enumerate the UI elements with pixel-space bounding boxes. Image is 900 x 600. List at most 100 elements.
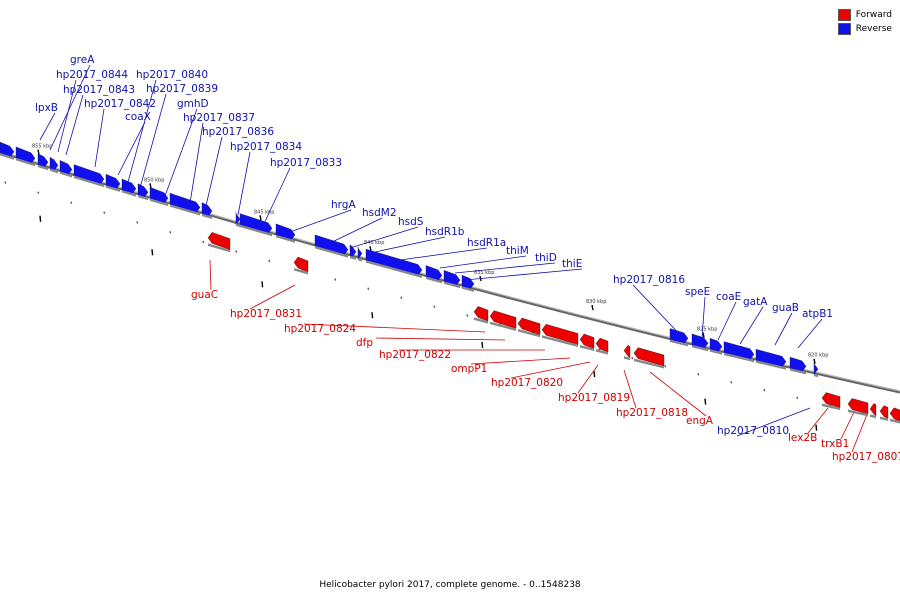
gene-arrow-shadow [462, 286, 474, 292]
forward-leader-line [303, 323, 486, 333]
gene-arrow-shadow [848, 409, 868, 417]
reverse-leader-line [739, 306, 764, 345]
kbp-tick-label: 850 kbp [144, 177, 164, 183]
legend-forward-label: Forward [855, 10, 892, 20]
minor-tick [466, 314, 469, 317]
gene-arrow-shadow [724, 352, 754, 363]
gene-arrow-shadow [596, 349, 608, 355]
reverse-leader-line [57, 79, 77, 153]
gene-arrow-shadow [294, 267, 308, 275]
gene-arrow-shadow [880, 416, 888, 421]
reverse-leader-line [237, 151, 251, 216]
kbp-tick [37, 149, 40, 155]
gene-arrow-shadow [138, 194, 148, 201]
gene-arrow-layer [0, 141, 900, 424]
reverse-leader-line [139, 93, 167, 189]
forward-gene-arrow [889, 407, 900, 422]
gene-arrow-shadow [38, 164, 48, 171]
forward-gene-label: lex2B [788, 432, 817, 444]
gene-arrow-shadow [518, 328, 540, 338]
reverse-gene-arrow [235, 212, 241, 226]
reverse-leader-line [464, 268, 583, 281]
major-tick-below [261, 281, 264, 288]
forward-gene-arrow [517, 317, 541, 335]
gene-arrow-shadow [624, 356, 630, 361]
forward-gene-label: dfp [356, 337, 373, 349]
reverse-gene-arrow [37, 153, 49, 168]
gene-arrow-shadow [208, 243, 230, 253]
kbp-tick-label: 840 kbp [364, 240, 384, 246]
kbp-tick-label: 845 kbp [254, 209, 274, 215]
reverse-gene-label: thiE [562, 258, 582, 270]
reverse-gene-arrow [461, 274, 475, 290]
forward-gene-arrow [633, 347, 665, 367]
gene-arrow-shadow [240, 224, 272, 237]
gene-arrow-shadow [710, 349, 722, 355]
forward-gene-arrow [869, 403, 877, 417]
reverse-gene-label: gatA [743, 296, 768, 308]
gene-arrow-shadow [814, 373, 818, 378]
reverse-gene-arrow [169, 192, 201, 214]
reverse-gene-label: hsdM2 [362, 207, 397, 219]
forward-gene-label: ompP1 [451, 363, 487, 375]
kbp-tick-label: 835 kbp [474, 270, 494, 276]
reverse-gene-arrow [425, 265, 443, 282]
forward-leader-line [510, 361, 591, 379]
forward-leader-line [851, 411, 869, 453]
gene-arrow-shadow [276, 234, 295, 243]
minor-tick [697, 373, 700, 376]
reverse-gene-arrow [121, 178, 137, 195]
reverse-leader-line [329, 217, 383, 244]
reverse-gene-arrow [49, 156, 59, 172]
forward-leader-line [840, 409, 856, 440]
gene-arrow-shadow [580, 345, 594, 352]
reverse-leader-line [65, 94, 84, 156]
gene-arrow-shadow [50, 168, 58, 174]
forward-gene-arrow [489, 310, 517, 329]
forward-leader-line [249, 284, 296, 310]
reverse-gene-label: hp2017_0840 [136, 69, 208, 81]
minor-tick [631, 356, 634, 360]
minor-tick [334, 278, 337, 281]
reverse-leader-line [94, 108, 105, 168]
reverse-leader-line [439, 255, 527, 269]
major-tick-below [704, 398, 707, 405]
reverse-leader-line [164, 108, 198, 197]
gene-arrow-shadow [150, 198, 168, 207]
minor-tick [763, 388, 766, 392]
reverse-gene-arrow [789, 356, 807, 373]
minor-tick [664, 365, 667, 368]
minor-tick [235, 250, 238, 253]
reverse-gene-arrow [357, 246, 363, 260]
gene-arrow-shadow [426, 276, 442, 284]
gene-arrow-shadow [122, 190, 136, 197]
legend-reverse: Reverse [837, 22, 892, 36]
forward-gene-arrow [623, 344, 631, 359]
reverse-gene-arrow [365, 248, 423, 276]
reverse-leader-line [189, 122, 204, 204]
reverse-gene-arrow [73, 164, 105, 185]
kbp-tick-label: 830 kbp [586, 299, 606, 305]
forward-gene-arrow [293, 256, 309, 273]
forward-leader-line [375, 337, 506, 341]
minor-tick [433, 305, 436, 308]
minor-tick [70, 201, 73, 204]
gene-arrow-shadow [350, 255, 356, 260]
forward-gene-arrow [595, 337, 609, 353]
reverse-gene-label: thiD [535, 252, 557, 264]
forward-gene-arrow [821, 392, 841, 408]
legend-reverse-label: Reverse [855, 24, 892, 34]
gene-arrow-shadow [236, 223, 240, 228]
reverse-gene-label: hp2017_0836 [202, 126, 274, 138]
gene-arrow-shadow [634, 358, 664, 369]
forward-gene-arrow [879, 405, 889, 419]
reverse-gene-label: coaE [716, 291, 741, 303]
minor-tick [136, 221, 139, 224]
reverse-gene-arrow [813, 362, 819, 376]
reverse-leader-line [49, 64, 91, 151]
forward-gene-label: hp2017_0819 [558, 392, 630, 404]
reverse-gene-arrow [149, 187, 169, 204]
forward-gene-label: hp2017_0807 [832, 451, 900, 463]
gene-arrow-shadow [542, 335, 578, 347]
